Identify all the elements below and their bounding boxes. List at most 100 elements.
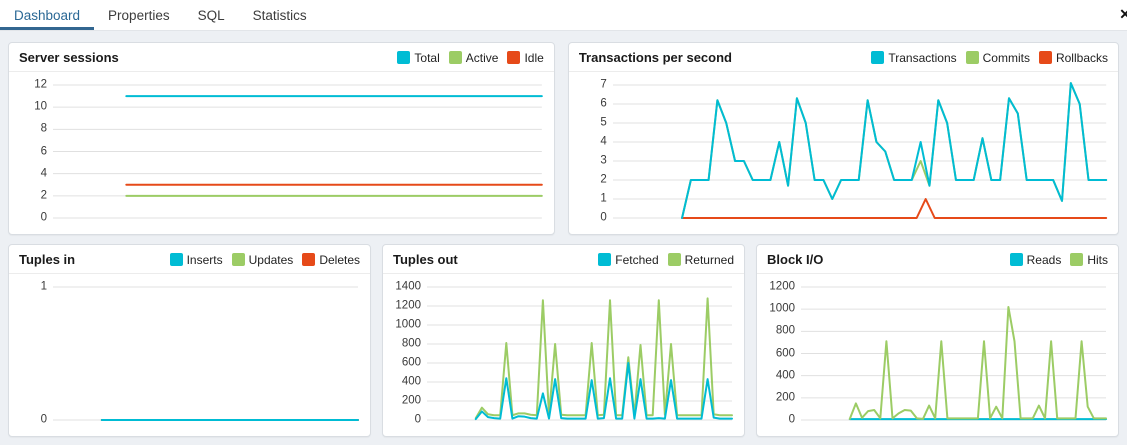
panel-server-sessions: Server sessions Total Active Idle 0 2 4 6 8 10 1… [8, 42, 555, 235]
chart-plot-area [427, 287, 732, 420]
dashboard-row-1: Server sessions Total Active Idle 0 2 4 6 8 10 1… [8, 42, 1119, 235]
y-tick-label: 1200 [395, 299, 421, 312]
panel-header: Tuples out Fetched Returned [383, 245, 744, 274]
y-axis: 0 2 4 6 8 10 12 [13, 79, 53, 223]
legend-label: Reads [1026, 252, 1062, 267]
legend-item: Returned [667, 252, 734, 267]
legend-swatch-icon [871, 51, 885, 64]
y-tick-label: 1000 [395, 318, 421, 331]
legend-item: Inserts [169, 252, 223, 267]
legend-item: Updates [231, 252, 294, 267]
series-line [850, 307, 1106, 419]
series-line [682, 199, 1106, 218]
legend-swatch-icon [667, 253, 681, 266]
legend-swatch-icon [397, 51, 411, 64]
panel-tuples-out: Tuples out Fetched Returned 0 200 400 600 800… [382, 244, 745, 437]
y-tick-label: 2 [40, 189, 47, 202]
legend-item: Commits [965, 51, 1030, 65]
tab-properties[interactable]: Properties [108, 7, 170, 23]
legend-label: Returned [684, 252, 734, 267]
legend: Inserts Updates Deletes [169, 252, 360, 267]
series-line [476, 363, 732, 419]
panel-title: Tuples out [393, 252, 458, 267]
panel-block-io: Block I/O Reads Hits 0 200 400 600 800 1000 120… [756, 244, 1119, 437]
legend-item: Reads [1009, 252, 1062, 267]
legend-item: Idle [507, 51, 544, 65]
legend-label: Fetched [615, 252, 659, 267]
y-tick-label: 0 [600, 211, 607, 224]
close-icon[interactable]: ✕ [1119, 6, 1127, 23]
legend-swatch-icon [507, 51, 521, 64]
y-tick-label: 6 [600, 97, 607, 110]
legend-item: Hits [1070, 253, 1108, 267]
y-tick-label: 4 [600, 135, 607, 148]
y-tick-label: 600 [401, 356, 421, 369]
y-axis: 0 200 400 600 800 1000 1200 [761, 281, 801, 425]
y-tick-label: 1200 [769, 280, 795, 293]
y-tick-label: 2 [600, 173, 607, 186]
legend: Fetched Returned [598, 253, 734, 267]
y-tick-label: 200 [401, 394, 421, 407]
y-tick-label: 10 [34, 100, 47, 113]
tab-bar: Dashboard Properties SQL Statistics ✕ [0, 0, 1127, 31]
y-tick-label: 1 [40, 280, 47, 293]
panel-transactions-per-second: Transactions per second Transactions Comm… [567, 42, 1119, 235]
chart-plot-area [613, 85, 1106, 218]
legend-swatch-icon [965, 51, 979, 64]
legend-label: Updates [248, 252, 294, 267]
y-tick-label: 600 [775, 346, 795, 359]
panel-header: Block I/O Reads Hits [757, 245, 1118, 274]
y-tick-label: 400 [775, 368, 795, 381]
y-tick-label: 400 [401, 375, 421, 388]
tab-dashboard[interactable]: Dashboard [0, 0, 95, 30]
legend-item: Transactions [871, 50, 957, 65]
line-chart [427, 287, 732, 420]
y-tick-label: 200 [775, 391, 795, 404]
legend-item: Total [397, 50, 440, 65]
legend-swatch-icon [169, 253, 183, 266]
line-chart [613, 85, 1106, 218]
legend-swatch-icon [1070, 253, 1084, 266]
line-chart [53, 287, 358, 420]
legend-label: Transactions [888, 50, 957, 65]
y-tick-label: 0 [788, 413, 795, 426]
legend-item: Rollbacks [1038, 51, 1108, 65]
y-tick-label: 5 [600, 116, 607, 129]
legend: Transactions Commits Rollbacks [871, 51, 1108, 65]
legend-swatch-icon [1009, 253, 1023, 266]
chart-plot-area [801, 287, 1106, 420]
panel-title: Server sessions [19, 50, 119, 65]
series-line [682, 83, 1106, 218]
y-tick-label: 800 [401, 337, 421, 350]
tab-statistics[interactable]: Statistics [252, 7, 307, 23]
y-axis: 0 1 2 3 4 5 6 7 [573, 79, 613, 223]
legend-label: Deletes [319, 252, 360, 267]
line-chart [53, 85, 542, 218]
legend-swatch-icon [1038, 51, 1052, 64]
line-chart [801, 287, 1106, 420]
dashboard-content: Server sessions Total Active Idle 0 2 4 6 8 10 1… [0, 31, 1127, 445]
legend-label: Inserts [186, 252, 223, 267]
panel-title: Block I/O [767, 252, 824, 267]
tab-sql[interactable]: SQL [197, 7, 225, 23]
legend: Reads Hits [1009, 252, 1108, 267]
chart-plot-area [53, 287, 358, 420]
series-line [682, 83, 1106, 218]
panel-title: Transactions per second [578, 50, 732, 65]
panel-header: Transactions per second Transactions Comm… [568, 43, 1118, 72]
y-tick-label: 1400 [395, 280, 421, 293]
chart-plot-area [53, 85, 542, 218]
y-tick-label: 3 [600, 154, 607, 167]
legend-item: Deletes [302, 253, 360, 267]
legend-label: Total [414, 50, 440, 65]
legend-item: Active [448, 50, 499, 65]
legend-label: Active [465, 50, 499, 65]
series-line [476, 298, 732, 418]
y-tick-label: 800 [775, 324, 795, 337]
chart-body: 0 200 400 600 800 1000 1200 [757, 274, 1118, 436]
panel-title: Tuples in [19, 252, 76, 267]
